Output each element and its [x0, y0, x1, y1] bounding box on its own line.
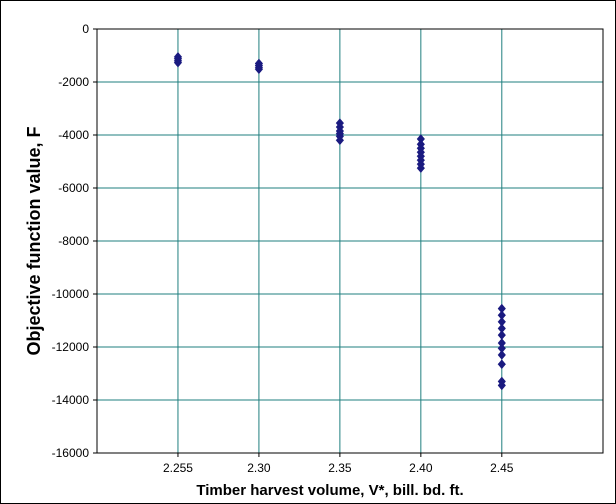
x-tick-label: 2.255: [163, 461, 193, 475]
y-tick-label: -6000: [58, 181, 89, 195]
x-tick-label: 2.40: [409, 461, 433, 475]
grid-layer: [97, 29, 603, 453]
x-tick-label: 2.35: [328, 461, 352, 475]
x-axis-title: Timber harvest volume, V*, bill. bd. ft.: [196, 482, 463, 499]
y-tick-label: -8000: [58, 234, 89, 248]
y-tick-label: -10000: [52, 287, 90, 301]
x-tick-label: 2.45: [490, 461, 514, 475]
y-axis-title: Objective function value, F: [24, 126, 44, 355]
data-point: [498, 360, 506, 369]
tick-layer: 0 -2000 -4000 -6000 -8000 -10000 -12000 -14000 -…: [52, 22, 514, 475]
y-tick-label: -14000: [52, 393, 90, 407]
data-point: [498, 350, 506, 359]
y-tick-label: -16000: [52, 446, 90, 460]
y-tick-label: -12000: [52, 340, 90, 354]
y-tick-label: -2000: [58, 75, 89, 89]
x-tick-label: 2.30: [247, 461, 271, 475]
y-tick-label: -4000: [58, 128, 89, 142]
y-tick-label: 0: [82, 22, 89, 36]
